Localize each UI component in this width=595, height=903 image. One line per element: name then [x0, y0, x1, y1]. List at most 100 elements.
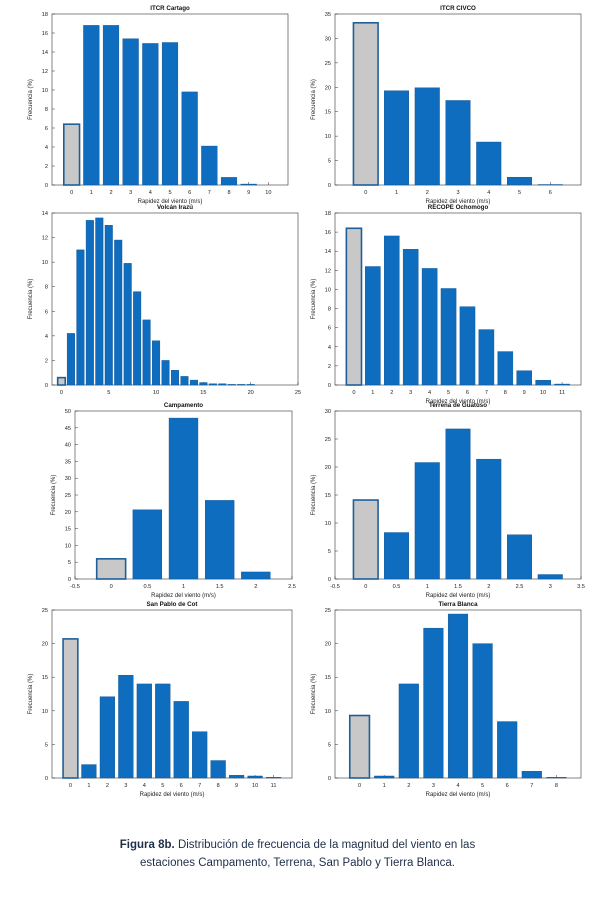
y-tick-label: 25 — [325, 437, 331, 443]
bar — [402, 249, 419, 386]
bar — [201, 145, 218, 186]
x-tick-label: -0.5 — [70, 584, 80, 590]
x-tick-label: 10 — [252, 783, 258, 789]
bar — [521, 771, 542, 779]
x-tick-label: 6 — [180, 783, 183, 789]
y-tick-label: 25 — [42, 608, 48, 614]
y-tick-label: 25 — [325, 608, 331, 614]
bar — [497, 721, 518, 779]
y-tick-label: 10 — [65, 543, 71, 549]
bar — [247, 775, 263, 779]
y-tick-label: 10 — [325, 521, 331, 527]
bar — [189, 379, 198, 386]
x-tick-label: 9 — [247, 190, 250, 196]
bar — [210, 760, 226, 779]
bar — [507, 534, 533, 580]
chart-title: ITCR CIVCO — [440, 5, 476, 12]
chart-title: RECOPE Ochomogo — [428, 204, 489, 211]
calm-bar — [62, 123, 81, 186]
y-tick-label: 4 — [45, 145, 48, 151]
x-tick-label: 5 — [518, 190, 521, 196]
y-tick-label: 2 — [45, 358, 48, 364]
x-tick-label: 4 — [487, 190, 490, 196]
chart-title: ITCR Cartago — [150, 5, 190, 12]
bar — [414, 87, 440, 186]
x-tick-label: 2 — [106, 783, 109, 789]
x-tick-label: 1 — [87, 783, 90, 789]
x-axis-label: Rapidez del viento (m/s) — [426, 399, 491, 405]
y-tick-label: 15 — [65, 527, 71, 533]
y-tick-label: 20 — [42, 642, 48, 648]
x-tick-label: 25 — [295, 390, 301, 396]
bar — [414, 462, 440, 580]
y-tick-label: 15 — [42, 675, 48, 681]
bar — [537, 574, 563, 580]
x-tick-label: 4 — [143, 783, 146, 789]
bar — [99, 696, 115, 779]
x-tick-label: 6 — [506, 783, 509, 789]
x-tick-label: -0.5 — [330, 584, 340, 590]
y-tick-label: 10 — [325, 287, 331, 293]
bar — [83, 25, 100, 186]
bar — [81, 764, 97, 779]
y-tick-label: 0 — [68, 577, 71, 583]
bar — [421, 268, 438, 386]
calm-bar — [352, 499, 379, 580]
bar — [168, 417, 199, 580]
caption-line-2: estaciones Campamento, Terrena, San Pabl… — [140, 857, 455, 869]
chart-title: Volcán Irazú — [157, 204, 193, 211]
bar — [478, 329, 495, 386]
bar — [66, 333, 75, 386]
plot-area: 0 2 4 6 8 10 12 14 0 5 10 15 20 25 Volcán Irazú Frecuen… — [28, 204, 301, 396]
x-tick-label: 6 — [188, 190, 191, 196]
y-tick-label: 2 — [45, 164, 48, 170]
calm-bar — [56, 376, 67, 386]
x-tick-label: 20 — [248, 390, 254, 396]
y-tick-label: 8 — [328, 307, 331, 313]
bar — [507, 176, 533, 186]
x-tick-label: 9 — [523, 390, 526, 396]
y-tick-label: 5 — [68, 560, 71, 566]
x-tick-label: 7 — [530, 783, 533, 789]
y-tick-label: 30 — [325, 409, 331, 415]
bar — [204, 500, 235, 580]
calm-bar — [348, 714, 371, 779]
x-tick-label: 3 — [409, 390, 412, 396]
y-axis-label: Frecuencia (%) — [28, 674, 34, 715]
y-tick-label: 0 — [328, 383, 331, 389]
calm-bar — [95, 558, 127, 580]
x-tick-label: 8 — [217, 783, 220, 789]
x-tick-label: 1 — [383, 783, 386, 789]
y-tick-label: 16 — [42, 31, 48, 37]
bar — [218, 383, 227, 386]
y-tick-label: 15 — [325, 110, 331, 116]
caption-line-1: Figura 8b. Distribución de frecuencia de… — [0, 836, 595, 854]
x-tick-label: 11 — [271, 783, 277, 789]
y-tick-label: 18 — [325, 211, 331, 217]
x-axis-label: Rapidez del viento (m/s) — [151, 593, 216, 599]
bar — [142, 319, 151, 386]
plot-area: 0 5 10 15 20 25 30 35 0 1 2 3 4 5 6 ITCR CIVCO Rapidez d… — [311, 5, 582, 205]
bar — [102, 25, 120, 186]
bar — [133, 291, 142, 386]
panel-itcr-civco: 0 5 10 15 20 25 30 35 0 1 2 3 4 5 6 ITCR CIVCO Rapidez d… — [311, 5, 582, 205]
y-tick-label: 6 — [328, 326, 331, 332]
x-tick-label: 8 — [555, 783, 558, 789]
figure-caption: Figura 8b. Distribución de frecuencia de… — [0, 836, 595, 872]
bar — [472, 643, 493, 779]
calm-bar — [345, 227, 363, 386]
y-tick-label: 30 — [65, 476, 71, 482]
bar — [229, 775, 245, 779]
chart-title: Tierra Blanca — [438, 601, 478, 608]
bar — [516, 370, 533, 386]
y-tick-label: 16 — [325, 230, 331, 236]
bar — [237, 384, 246, 386]
bar — [173, 701, 189, 779]
y-tick-label: 12 — [325, 268, 331, 274]
x-tick-label: 7 — [198, 783, 201, 789]
x-tick-label: 8 — [504, 390, 507, 396]
